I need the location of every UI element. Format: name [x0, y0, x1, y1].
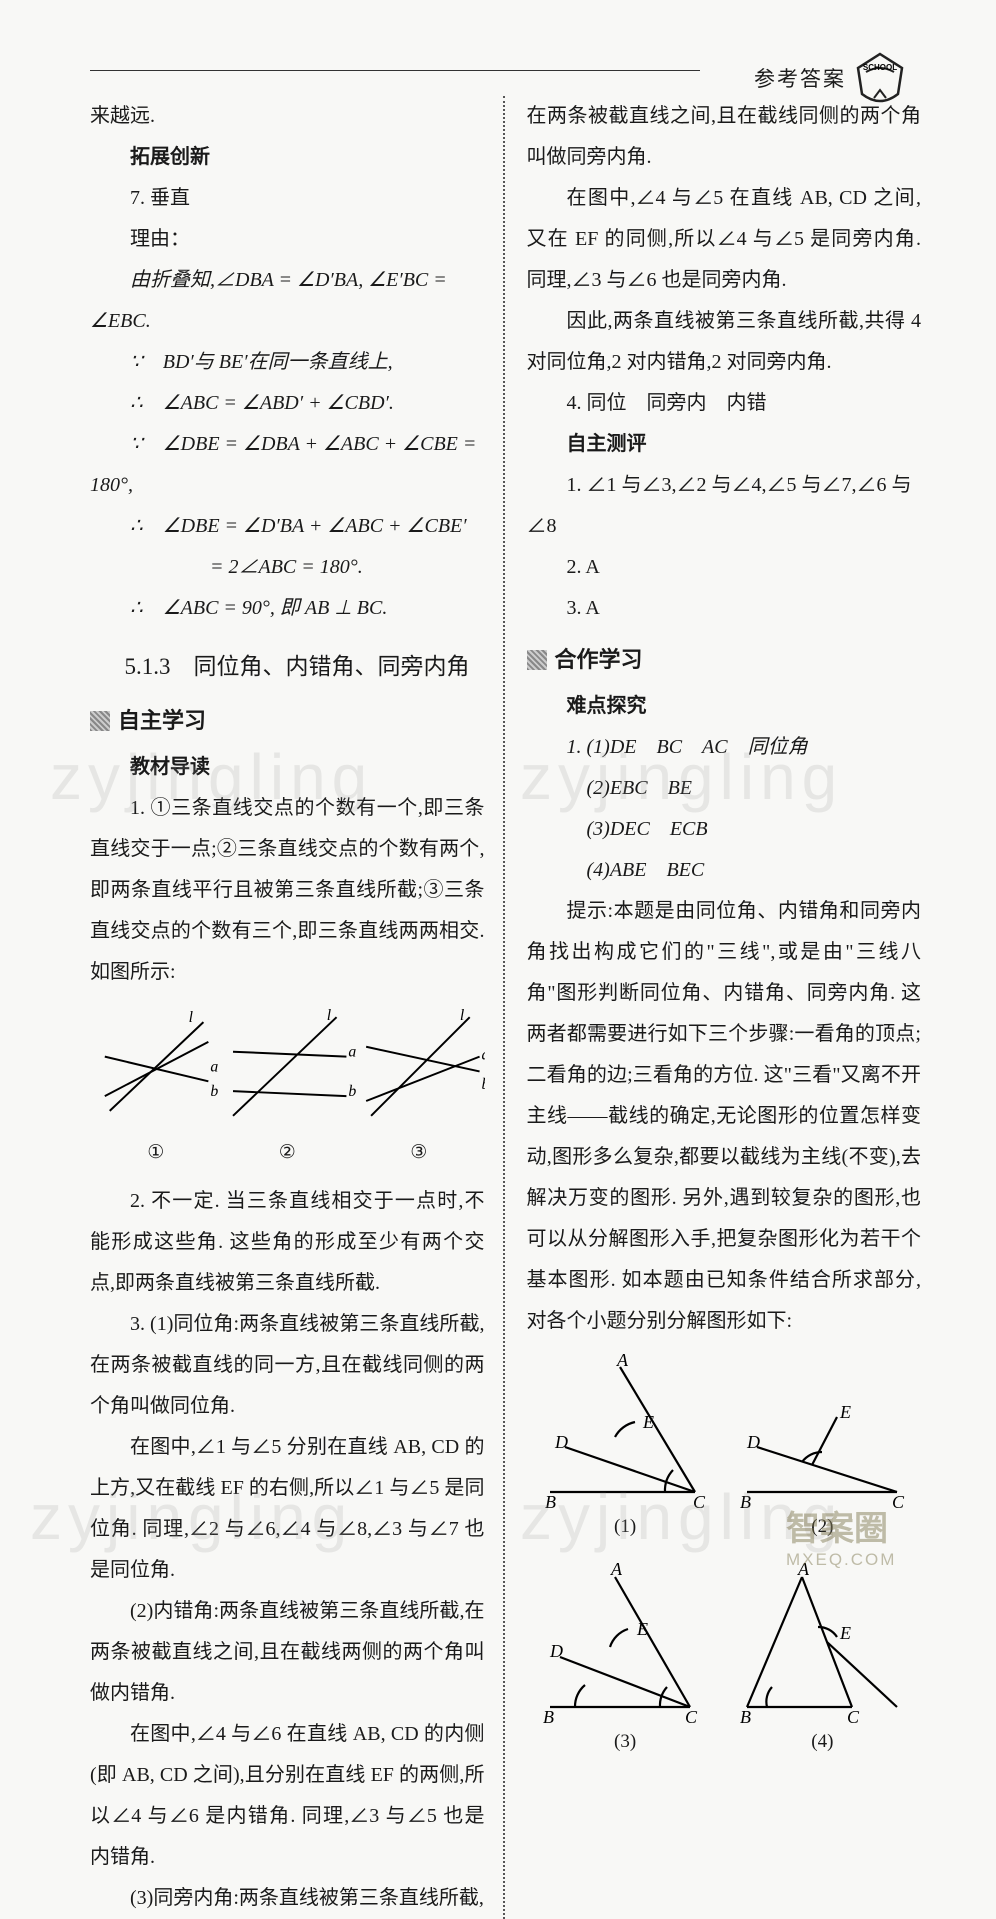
brand-top: 智案圈	[786, 1501, 936, 1550]
paragraph: 因此,两条直线被第三条直线所截,共得 4 对同位角,2 对内错角,2 对同旁内角…	[527, 301, 922, 383]
answer: 2. A	[527, 547, 922, 588]
header-rule	[90, 70, 700, 71]
subheading: 合作学习	[555, 637, 643, 682]
svg-text:l: l	[327, 1007, 332, 1024]
subheading: 教材导读	[90, 747, 485, 788]
section-title: 5.1.3 同位角、内错角、同旁内角	[90, 643, 485, 690]
text: 由折叠知,∠DBA = ∠D′BA, ∠E′BC = ∠EBC.	[90, 260, 485, 342]
logo-text: SCHOOL	[863, 63, 897, 72]
svg-text:C: C	[693, 1492, 706, 1512]
tip-paragraph: 提示:本题是由同位角、内错角和同旁内角找出构成它们的"三线",或是由"三线八角"…	[527, 891, 922, 1342]
svg-text:A: A	[616, 1352, 629, 1370]
paragraph: 3. (1)同位角:两条直线被第三条直线所截,在两条被截直线的同一方,且在截线同…	[90, 1304, 485, 1427]
svg-text:B: B	[740, 1492, 751, 1512]
paragraph: 在图中,∠4 与∠5 在直线 AB, CD 之间,又在 EF 的同侧,所以∠4 …	[527, 178, 922, 301]
svg-text:E: E	[642, 1412, 654, 1432]
equation: ∴ ∠ABC = ∠ABD′ + ∠CBD′.	[90, 383, 485, 424]
paragraph: 在图中,∠4 与∠6 在直线 AB, CD 的内侧(即 AB, CD 之间),且…	[90, 1714, 485, 1878]
subfig-label: (4)	[811, 1723, 833, 1762]
svg-text:B: B	[545, 1492, 556, 1512]
svg-text:l: l	[460, 1007, 465, 1024]
brand-badge: 智案圈 MXEQ.COM	[786, 1501, 936, 1570]
svg-text:E: E	[839, 1402, 851, 1422]
svg-text:a: a	[482, 1047, 485, 1064]
svg-text:B: B	[740, 1707, 751, 1727]
svg-text:D: D	[746, 1432, 760, 1452]
subfig-4: A E B C	[732, 1557, 912, 1727]
equation: ∵ BD′与 BE′在同一条直线上,	[90, 342, 485, 383]
svg-text:b: b	[482, 1076, 485, 1093]
subfig-1: A E D B C	[535, 1352, 715, 1512]
school-logo-icon: SCHOOL	[854, 50, 906, 106]
answer: (2)EBC BE	[527, 768, 922, 809]
subfig-3: A E D B C	[535, 1557, 715, 1727]
svg-text:b: b	[348, 1083, 356, 1100]
answer: 1. ∠1 与∠3,∠2 与∠4,∠5 与∠7,∠6 与∠8	[527, 465, 922, 547]
subfig-label: (3)	[614, 1723, 636, 1762]
subfig-2: E D B C	[732, 1352, 912, 1512]
svg-text:E: E	[839, 1623, 851, 1643]
left-column: 来越远. 拓展创新 7. 垂直 理由： 由折叠知,∠DBA = ∠D′BA, ∠…	[90, 96, 503, 1919]
svg-text:D: D	[554, 1432, 568, 1452]
svg-text:A: A	[610, 1559, 623, 1579]
text: 4. 同位 同旁内 内错	[527, 383, 922, 424]
section-marker-icon	[90, 711, 110, 731]
svg-text:C: C	[685, 1707, 698, 1727]
section-marker-icon	[527, 650, 547, 670]
svg-text:B: B	[543, 1707, 554, 1727]
paragraph: 1. ①三条直线交点的个数有一个,即三条直线交于一点;②三条直线交点的个数有两个…	[90, 788, 485, 993]
equation: ∵ ∠DBE = ∠DBA + ∠ABC + ∠CBE = 180°,	[90, 424, 485, 506]
fig-label: ③	[410, 1134, 427, 1173]
fig-label: ②	[279, 1134, 296, 1173]
answer: (3)DEC ECB	[527, 809, 922, 850]
subheading: 自主测评	[527, 424, 922, 465]
equation: ∴ ∠ABC = 90°, 即 AB ⊥ BC.	[90, 588, 485, 629]
three-lines-diagram: l a b l a b	[90, 999, 485, 1173]
svg-text:C: C	[847, 1707, 860, 1727]
text: 7. 垂直	[90, 178, 485, 219]
header-label: 参考答案	[754, 63, 846, 93]
subheading: 拓展创新	[90, 137, 485, 178]
answer: 3. A	[527, 588, 922, 629]
svg-text:a: a	[210, 1059, 218, 1076]
svg-text:l: l	[189, 1009, 194, 1026]
subheading: 自主学习	[118, 698, 206, 743]
paragraph: 2. 不一定. 当三条直线相交于一点时,不能形成这些角. 这些角的形成至少有两个…	[90, 1181, 485, 1304]
sub-figure-row-1: A E D B C E D B C	[527, 1352, 922, 1512]
svg-text:a: a	[348, 1044, 356, 1061]
paragraph: (3)同旁内角:两条直线被第三条直线所截,	[90, 1878, 485, 1919]
text: 来越远.	[90, 96, 485, 137]
paragraph: 在图中,∠1 与∠5 分别在直线 AB, CD 的上方,又在截线 EF 的右侧,…	[90, 1427, 485, 1591]
svg-text:D: D	[549, 1641, 563, 1661]
right-column: 在两条被截直线之间,且在截线同侧的两个角叫做同旁内角. 在图中,∠4 与∠5 在…	[505, 96, 922, 1919]
subheading: 难点探究	[527, 686, 922, 727]
text: 理由：	[90, 219, 485, 260]
paragraph: (2)内错角:两条直线被第三条直线所截,在两条被截直线之间,且在截线两侧的两个角…	[90, 1591, 485, 1714]
subfig-label: (1)	[614, 1508, 636, 1547]
svg-text:E: E	[636, 1619, 648, 1639]
brand-bottom: MXEQ.COM	[786, 1550, 936, 1570]
sub-figure-row-2: A E D B C A E	[527, 1557, 922, 1727]
equation: ∴ ∠DBE = ∠D′BA + ∠ABC + ∠CBE′	[90, 506, 485, 547]
answer: (4)ABE BEC	[527, 850, 922, 891]
page-header: 参考答案 SCHOOL	[754, 50, 906, 106]
equation: = 2∠ABC = 180°.	[90, 547, 485, 588]
paragraph: 在两条被截直线之间,且在截线同侧的两个角叫做同旁内角.	[527, 96, 922, 178]
answer: 1. (1)DE BC AC 同位角	[527, 727, 922, 768]
svg-text:b: b	[210, 1083, 218, 1100]
fig-label: ①	[147, 1134, 164, 1173]
